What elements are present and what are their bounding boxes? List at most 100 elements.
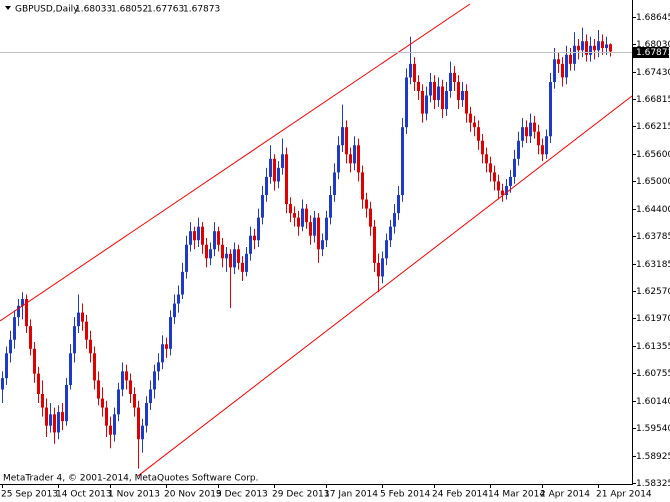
candle-body <box>245 253 248 272</box>
candle-body <box>57 412 60 433</box>
candle-body <box>441 86 444 110</box>
candle-body <box>89 339 92 354</box>
candle-body <box>333 172 336 196</box>
x-tick-label: 14 Oct 2013 <box>56 490 112 500</box>
candle-body <box>253 235 256 241</box>
candle-body <box>233 249 236 268</box>
candle-body <box>97 380 100 399</box>
candle-body <box>337 145 340 173</box>
candle-body <box>33 348 36 374</box>
candle-body <box>217 231 220 245</box>
candle-body <box>433 81 436 101</box>
candle-body <box>209 249 212 259</box>
candle-body <box>85 321 88 340</box>
y-tick-label: 1.60755 <box>636 369 670 379</box>
candle-body <box>69 353 72 385</box>
y-tick-label: 1.62570 <box>636 287 670 297</box>
candle-body <box>153 371 156 390</box>
candle-body <box>413 63 416 82</box>
candle-body <box>525 127 528 137</box>
candle-body <box>457 81 460 101</box>
x-tick-label: 25 Sep 2013 <box>1 490 58 500</box>
candle-body <box>41 394 44 408</box>
header-open: 1.68033 <box>75 5 112 15</box>
candle-body <box>565 54 568 78</box>
candle-body <box>289 204 292 214</box>
candle-body <box>269 158 272 177</box>
candle-body <box>341 127 344 146</box>
candle-body <box>377 262 380 277</box>
y-tick-label: 1.68030 <box>636 40 670 50</box>
header-high: 1.68052 <box>111 5 148 15</box>
candle-body <box>325 217 328 241</box>
candle-body <box>21 299 24 306</box>
x-tick-label: 2 Apr 2014 <box>540 490 590 500</box>
x-tick-label: 9 Dec 2013 <box>216 490 268 500</box>
y-tick-label: 1.61970 <box>636 314 670 324</box>
current-price-label: 1.67873 <box>636 48 670 58</box>
candle-body <box>201 226 204 245</box>
candle-body <box>193 231 196 241</box>
candle-body <box>445 90 448 110</box>
candle-body <box>165 344 168 349</box>
chart-title: GBPUSD,Daily <box>15 5 79 15</box>
candle-body <box>277 167 280 182</box>
candle-body <box>549 81 552 137</box>
y-tick-label: 1.58925 <box>636 452 670 462</box>
candle-body <box>125 371 128 381</box>
candle-body <box>225 253 228 259</box>
candle-body <box>497 181 500 191</box>
y-tick-label: 1.58325 <box>636 479 670 489</box>
y-tick-label: 1.65000 <box>636 177 670 187</box>
candle-body <box>401 127 404 196</box>
candle-body <box>261 195 264 218</box>
candle-body <box>357 145 360 173</box>
candle-body <box>369 208 372 227</box>
trend-line <box>0 3 471 322</box>
candle-body <box>241 262 244 272</box>
candle-body <box>557 59 560 64</box>
candle-body <box>109 425 112 435</box>
candle-body <box>5 353 8 379</box>
candle-body <box>465 90 468 114</box>
y-tick-label: 1.67430 <box>636 68 670 78</box>
candle-body <box>157 362 160 372</box>
candle-body <box>29 326 32 349</box>
candle-body <box>1 378 4 390</box>
candle-body <box>265 176 268 196</box>
candle-body <box>405 77 408 128</box>
candle-body <box>121 371 124 390</box>
candle-body <box>553 59 556 82</box>
candle-body <box>313 217 316 236</box>
candle-body <box>281 154 284 168</box>
candle-body <box>493 172 496 182</box>
y-tick-label: 1.59540 <box>636 424 670 434</box>
candle-body <box>321 240 324 250</box>
current-price-box <box>633 47 669 58</box>
candle-body <box>113 414 116 435</box>
candle-body <box>429 81 432 96</box>
candle-body <box>137 407 140 440</box>
candle-body <box>285 154 288 205</box>
y-tick-label: 1.63785 <box>636 232 670 242</box>
candle-body <box>373 226 376 263</box>
candle-body <box>561 63 564 78</box>
candle-body <box>509 176 512 186</box>
candle-body <box>105 407 108 426</box>
x-tick-label: 17 Jan 2014 <box>324 490 378 500</box>
candle-body <box>505 185 508 196</box>
y-tick-label: 1.63185 <box>636 260 670 270</box>
candle-body <box>449 72 452 91</box>
candle-body <box>317 217 320 250</box>
candle-body <box>365 199 368 209</box>
x-tick-label: 21 Apr 2014 <box>596 490 652 500</box>
candle-body <box>577 45 580 51</box>
menu-arrow-icon[interactable] <box>5 6 11 10</box>
candle-body <box>25 299 28 327</box>
candle-body <box>17 305 20 318</box>
y-tick-label: 1.60140 <box>636 397 670 407</box>
candle-body <box>389 226 392 241</box>
candle-body <box>521 127 524 141</box>
candle-body <box>361 172 364 200</box>
